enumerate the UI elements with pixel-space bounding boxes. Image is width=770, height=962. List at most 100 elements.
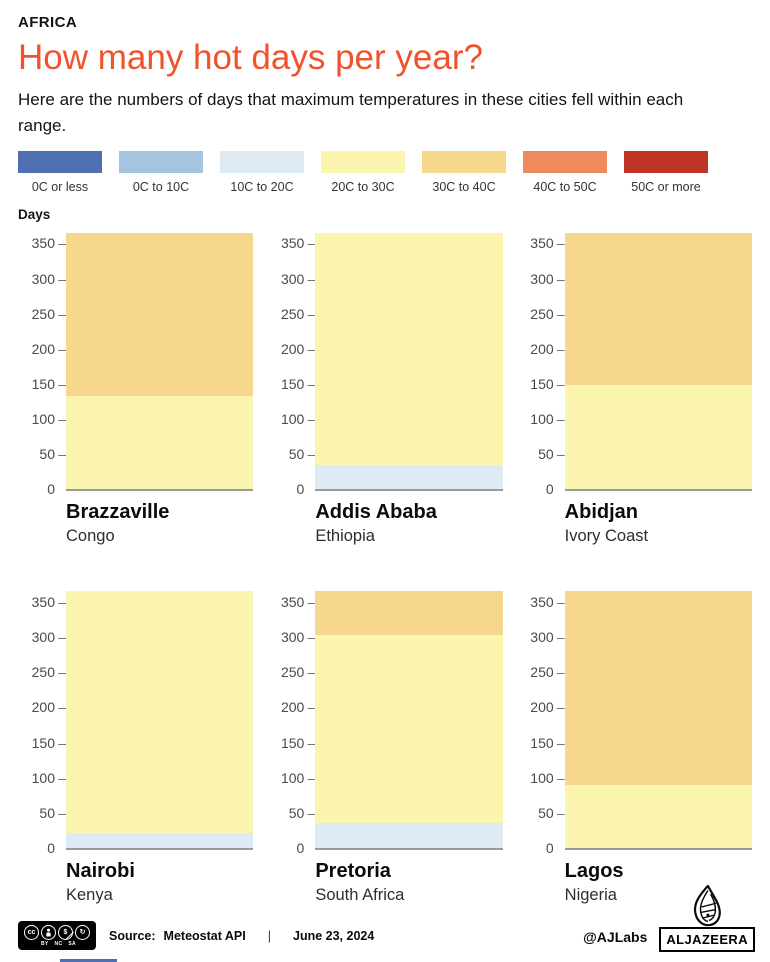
cc-sa-icon: ↻ (75, 925, 90, 940)
y-axis-tick: 100– (530, 771, 564, 785)
tick-value: 250 (31, 305, 55, 322)
footer-branding: @AJLabs ALJAZEERA (583, 885, 755, 952)
tick-mark: – (58, 270, 66, 287)
y-axis-tick: 350– (281, 236, 315, 250)
legend-label: 40C to 50C (533, 180, 597, 195)
legend-item: 10C to 20C (220, 151, 304, 195)
city-chart: 350–300–250–200–150–100–50–0 Nairobi Kenya (18, 590, 254, 906)
tick-value: 150 (31, 376, 55, 392)
tick-value: 100 (530, 411, 554, 428)
y-axis-tick: 250– (32, 307, 66, 321)
chart-body: 350–300–250–200–150–100–50–0 (18, 590, 254, 855)
bar-segment (315, 635, 503, 823)
bar-segment (66, 232, 254, 396)
source-label: Source: (109, 928, 156, 943)
bar-segment (315, 591, 503, 636)
cropped-element-fragment (60, 959, 117, 962)
country-name: Congo (66, 527, 115, 546)
legend-swatch (321, 151, 405, 174)
tick-value: 150 (530, 376, 554, 392)
y-axis-tick: 350– (281, 595, 315, 609)
tick-mark: – (58, 594, 66, 611)
tick-value: 50 (39, 446, 55, 463)
tick-value: 200 (280, 340, 305, 357)
bar-plot (66, 231, 254, 492)
country-name: Nigeria (564, 886, 617, 905)
bar-plot (564, 231, 752, 492)
y-axis-tick: 0 (47, 841, 66, 855)
tick-value: 350 (280, 594, 305, 611)
tick-mark: – (58, 376, 66, 392)
tick-value: 350 (530, 235, 554, 252)
y-axis-tick: 100– (530, 412, 564, 426)
bar-segment (315, 232, 503, 465)
tick-mark: – (556, 594, 565, 611)
y-axis-tick: 100– (32, 771, 66, 785)
y-axis-tick: 0 (47, 482, 66, 496)
city-chart: 350–300–250–200–150–100–50–0 Abidjan Ivory… (517, 231, 752, 547)
tick-value: 300 (31, 629, 55, 646)
city-chart: 350–300–250–200–150–100–50–0 Lagos Nigeria (517, 590, 752, 906)
y-axis-tick: 150– (281, 377, 315, 391)
y-axis-tick: 300– (281, 272, 315, 286)
tick-mark: – (58, 699, 66, 716)
bar-plot (564, 590, 752, 851)
tick-value: 250 (530, 305, 554, 322)
bar-segment (315, 822, 503, 849)
city-name: Addis Ababa (315, 501, 437, 524)
bar-segment (66, 591, 254, 833)
y-axis-tick: 50– (39, 806, 66, 820)
bar-segment (564, 232, 752, 385)
tick-value: 100 (280, 769, 305, 786)
tick-value: 300 (280, 629, 305, 646)
tick-value: 300 (530, 629, 554, 646)
bar-segment (564, 384, 752, 490)
tick-value: 200 (280, 699, 305, 716)
y-axis-tick: 250– (530, 665, 564, 679)
chart-body: 350–300–250–200–150–100–50–0 (267, 231, 503, 496)
tick-mark: – (556, 734, 565, 751)
y-axis-unit-label: Days (18, 207, 51, 223)
tick-mark: – (307, 270, 316, 287)
city-name: Brazzaville (66, 501, 170, 524)
tick-mark: – (307, 804, 316, 821)
tick-mark: – (307, 376, 316, 392)
tick-value: 100 (31, 769, 55, 786)
legend-item: 0C to 10C (119, 151, 203, 195)
country-name: South Africa (315, 886, 405, 905)
tick-value: 350 (31, 235, 55, 252)
cc-nc-label: NC (54, 941, 63, 947)
footer-attribution: cc $ ↻ BY NC SA Source: Meteostat API | (18, 921, 374, 950)
tick-mark: – (307, 629, 316, 646)
tick-mark: – (556, 270, 565, 287)
legend-label: 0C or less (31, 180, 89, 195)
tick-value: 0 (47, 840, 55, 857)
y-axis-tick: 100– (281, 771, 315, 785)
city-name: Lagos (564, 860, 624, 883)
tick-value: 0 (545, 840, 554, 857)
tick-mark: – (58, 411, 66, 428)
bar-segment (315, 464, 503, 490)
cc-icons-row: cc $ ↻ (24, 925, 90, 940)
tick-value: 0 (296, 840, 305, 857)
tick-mark: – (307, 664, 316, 681)
tick-mark: – (556, 376, 565, 392)
y-axis-tick: 350– (32, 236, 66, 250)
source-line: Source: Meteostat API | June 23, 2024 (109, 929, 374, 943)
cc-icon: cc (24, 925, 39, 940)
y-axis-tick: 250– (32, 665, 66, 679)
tick-value: 50 (39, 804, 55, 821)
y-axis-tick: 200– (281, 342, 315, 356)
tick-value: 250 (280, 664, 305, 681)
y-axis-tick: 200– (530, 342, 564, 356)
tick-mark: – (58, 446, 66, 463)
tick-mark: – (556, 235, 565, 252)
cc-license-badge: cc $ ↻ BY NC SA (18, 921, 96, 950)
chart-body: 350–300–250–200–150–100–50–0 (517, 590, 752, 855)
tick-value: 250 (280, 305, 305, 322)
tick-mark: – (307, 411, 316, 428)
y-axis: 350–300–250–200–150–100–50–0 (267, 231, 316, 496)
tick-value: 200 (31, 699, 55, 716)
tick-mark: – (58, 629, 66, 646)
